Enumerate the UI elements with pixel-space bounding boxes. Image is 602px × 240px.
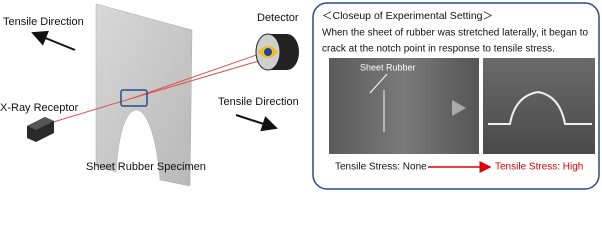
focus-box: [120, 89, 148, 107]
xray-beam: [132, 59, 263, 99]
tensile-arrow: [235, 114, 278, 132]
crack-edge: [488, 90, 592, 125]
tensile-arrow: [31, 30, 76, 51]
xray-beam: [39, 97, 134, 127]
image-after: [483, 58, 595, 154]
closeup-title: ＜Closeup of Experimental Setting＞: [322, 10, 493, 22]
xray-beam: [132, 51, 266, 99]
transition-arrow: [452, 100, 466, 116]
label: Sheet Rubber Specimen: [86, 161, 206, 173]
stress-label: Tensile Stress: High: [495, 162, 583, 173]
image-label: Sheet Rubber: [360, 62, 416, 72]
label: X-Ray Receptor: [0, 102, 79, 114]
pointer: [369, 73, 388, 94]
description-line: crack at the notch point in response to …: [322, 44, 555, 55]
label: Tensile Direction: [218, 96, 299, 108]
description-line: When the sheet of rubber was stretched l…: [322, 28, 589, 39]
label: Detector: [257, 12, 299, 24]
stress-label: Tensile Stress: None: [335, 162, 427, 173]
diagram: Tensile Direction Tensile Direction Dete…: [0, 2, 600, 190]
detector-pupil: [264, 48, 272, 56]
label: Tensile Direction: [3, 16, 84, 28]
xray-receptor-top: [27, 117, 54, 130]
